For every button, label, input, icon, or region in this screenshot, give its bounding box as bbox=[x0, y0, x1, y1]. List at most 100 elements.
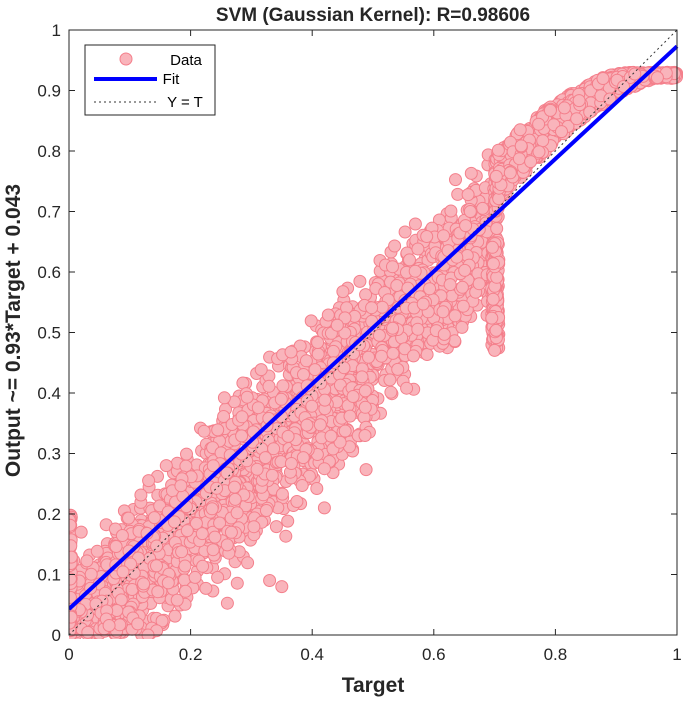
data-point bbox=[102, 619, 116, 632]
data-point bbox=[459, 219, 473, 233]
data-point bbox=[398, 225, 412, 239]
data-point bbox=[142, 474, 156, 488]
data-point bbox=[150, 559, 163, 573]
data-point bbox=[333, 435, 347, 449]
data-point bbox=[375, 349, 388, 363]
data-point bbox=[308, 363, 322, 377]
data-point bbox=[650, 71, 664, 85]
data-point bbox=[230, 506, 244, 520]
data-point bbox=[383, 373, 397, 387]
data-point bbox=[228, 492, 242, 506]
data-point bbox=[175, 545, 189, 559]
data-point bbox=[281, 429, 295, 443]
data-point bbox=[199, 581, 213, 595]
data-point bbox=[455, 320, 469, 334]
data-point bbox=[206, 459, 220, 473]
data-point bbox=[304, 314, 318, 328]
data-point bbox=[398, 342, 412, 356]
data-point bbox=[300, 418, 314, 432]
data-point bbox=[543, 103, 557, 117]
data-point bbox=[313, 418, 327, 432]
data-point bbox=[437, 229, 450, 243]
data-point bbox=[358, 400, 372, 414]
data-point bbox=[557, 101, 571, 115]
data-point bbox=[443, 278, 457, 292]
data-point bbox=[359, 463, 373, 477]
data-point bbox=[514, 139, 528, 153]
data-point bbox=[113, 618, 127, 632]
data-point bbox=[74, 525, 88, 539]
data-point bbox=[81, 625, 95, 639]
data-point bbox=[137, 577, 151, 591]
data-point bbox=[109, 540, 123, 553]
data-point bbox=[206, 543, 220, 557]
data-point bbox=[180, 524, 194, 538]
data-point bbox=[338, 424, 352, 438]
data-point bbox=[337, 361, 351, 375]
data-point bbox=[205, 502, 219, 516]
y-tick-label: 0.7 bbox=[37, 203, 61, 222]
data-point bbox=[458, 263, 472, 277]
data-point bbox=[274, 392, 288, 406]
data-point bbox=[276, 379, 290, 393]
data-point bbox=[411, 322, 425, 336]
data-point bbox=[491, 143, 505, 157]
data-point bbox=[281, 514, 295, 528]
data-point bbox=[436, 305, 450, 319]
legend: Data Fit Y = T bbox=[84, 44, 216, 116]
data-point bbox=[572, 94, 586, 108]
x-axis-title: Target bbox=[342, 674, 405, 697]
data-point bbox=[464, 166, 478, 180]
data-point bbox=[161, 576, 175, 590]
data-point bbox=[338, 326, 352, 340]
x-tick-label: 0.4 bbox=[300, 645, 324, 664]
data-point bbox=[196, 559, 210, 573]
data-point bbox=[456, 299, 470, 313]
y-tick-label: 0.8 bbox=[37, 142, 61, 161]
data-point bbox=[180, 447, 193, 461]
y-tick-label: 0 bbox=[52, 626, 61, 645]
data-point bbox=[311, 347, 325, 361]
data-point bbox=[195, 527, 209, 541]
plot-area bbox=[68, 29, 683, 639]
data-point bbox=[269, 520, 283, 534]
data-point bbox=[384, 385, 398, 399]
data-point bbox=[263, 574, 277, 587]
data-point bbox=[211, 570, 225, 584]
data-point bbox=[490, 270, 504, 284]
data-point bbox=[299, 354, 313, 368]
data-point bbox=[365, 301, 379, 315]
data-point bbox=[408, 264, 422, 278]
data-point bbox=[265, 468, 279, 482]
data-point bbox=[461, 188, 475, 202]
data-point bbox=[217, 391, 231, 405]
data-point bbox=[532, 117, 546, 131]
x-tick-label: 0.2 bbox=[179, 645, 203, 664]
data-point bbox=[326, 344, 340, 358]
data-point bbox=[449, 173, 462, 187]
data-point bbox=[258, 451, 272, 465]
data-point bbox=[532, 145, 546, 159]
data-point bbox=[213, 516, 227, 530]
data-point bbox=[310, 482, 324, 495]
legend-data-marker-icon bbox=[119, 52, 133, 66]
data-point bbox=[179, 459, 193, 473]
data-point bbox=[131, 617, 145, 631]
data-point bbox=[235, 429, 249, 443]
data-point bbox=[208, 530, 222, 544]
data-point bbox=[254, 363, 268, 377]
data-point bbox=[80, 554, 94, 568]
data-point bbox=[318, 393, 332, 407]
data-point bbox=[220, 596, 234, 610]
data-point bbox=[386, 346, 400, 360]
data-point bbox=[407, 349, 420, 363]
data-point bbox=[423, 282, 437, 296]
legend-fit-label: Fit bbox=[163, 71, 180, 88]
data-point bbox=[210, 481, 224, 495]
data-point bbox=[296, 451, 310, 465]
data-point bbox=[159, 459, 173, 473]
data-point bbox=[197, 424, 211, 438]
data-point bbox=[124, 557, 138, 571]
x-tick-label: 0 bbox=[64, 645, 73, 664]
